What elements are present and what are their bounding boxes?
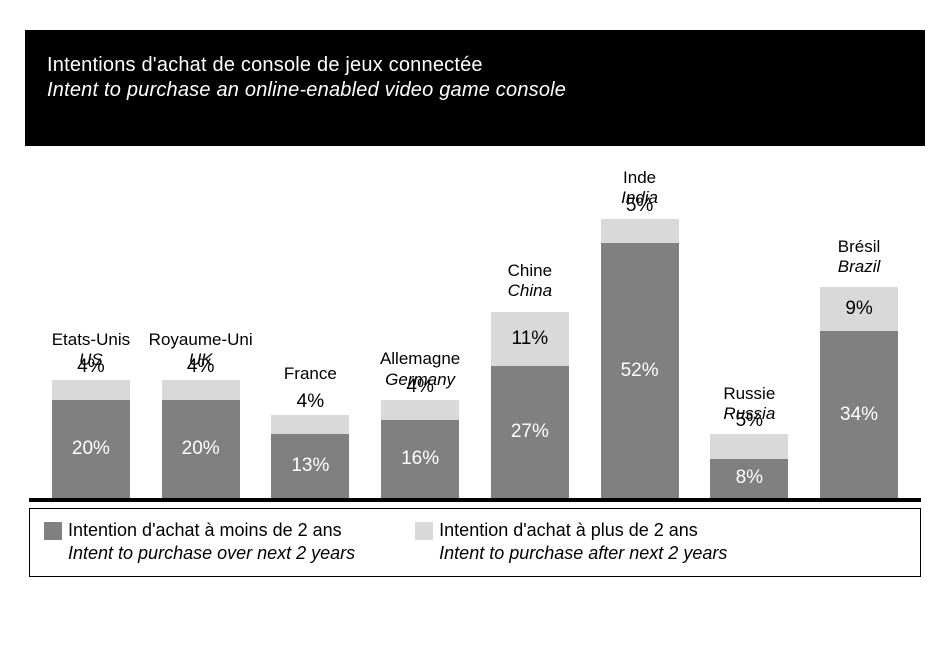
bar-value-over-2y: 4% (52, 356, 130, 380)
bar-column: Etats-UnisUS20%4% (41, 330, 141, 498)
bar-stack: 20%4% (52, 380, 130, 498)
legend-label-over-2y-fr: Intention d'achat à plus de 2 ans (439, 519, 727, 542)
category-label-en: China (508, 281, 552, 301)
bar-stack: 16%4% (381, 400, 459, 498)
bar-segment-under-2y: 52% (601, 243, 679, 498)
category-label-fr: France (284, 364, 337, 384)
category-label: BrésilBrazil (838, 237, 881, 278)
bar-segment-over-2y: 4% (52, 380, 130, 400)
bar-segment-under-2y: 20% (52, 400, 130, 498)
bar-stack: 34%9% (820, 287, 898, 498)
category-label-en: Brazil (838, 257, 881, 277)
bar-segment-under-2y: 16% (381, 420, 459, 498)
bar-column: AllemagneGermany16%4% (370, 349, 470, 498)
category-label-fr: Chine (508, 261, 552, 281)
bar-value-over-2y: 4% (271, 391, 349, 415)
bar-segment-over-2y: 4% (162, 380, 240, 400)
legend-swatch-under-2y (44, 522, 62, 540)
bar-column: France 13%4% (260, 364, 360, 498)
bar-segment-under-2y: 27% (491, 366, 569, 498)
bar-segment-over-2y: 5% (710, 434, 788, 459)
chart-title-box: Intentions d'achat de console de jeux co… (25, 30, 925, 146)
bar-value-over-2y: 4% (162, 356, 240, 380)
category-label-fr: Inde (621, 168, 658, 188)
bar-column: IndeIndia52%5% (590, 168, 690, 498)
bar-stack: 52%5% (601, 219, 679, 498)
bar-segment-over-2y: 9% (820, 287, 898, 331)
bar-segment-over-2y: 4% (381, 400, 459, 420)
purchase-intent-chart: Intentions d'achat de console de jeux co… (25, 30, 925, 577)
bar-stack: 13%4% (271, 415, 349, 498)
bar-value-over-2y: 4% (381, 376, 459, 400)
bar-stack: 27%11% (491, 312, 569, 498)
bar-segment-over-2y: 5% (601, 219, 679, 244)
bar-segment-under-2y: 13% (271, 434, 349, 498)
chart-title-en: Intent to purchase an online-enabled vid… (47, 79, 903, 102)
bar-segment-under-2y: 20% (162, 400, 240, 498)
category-label-fr: Allemagne (380, 349, 460, 369)
category-label-fr: Russie (723, 384, 775, 404)
legend-label-over-2y-en: Intent to purchase after next 2 years (439, 542, 727, 565)
bar-column: RussieRussia8%5% (699, 384, 799, 498)
bar-segment-over-2y: 11% (491, 312, 569, 366)
legend-swatch-over-2y (415, 522, 433, 540)
bar-value-over-2y: 5% (710, 410, 788, 434)
legend-item-under-2y: Intention d'achat à moins de 2 ans Inten… (44, 519, 355, 564)
legend: Intention d'achat à moins de 2 ans Inten… (29, 508, 921, 577)
category-label-fr: Etats-Unis (52, 330, 130, 350)
bar-column: ChineChina 27%11% (480, 261, 580, 498)
category-label-fr: Brésil (838, 237, 881, 257)
bar-value-over-2y: 5% (601, 195, 679, 219)
bar-segment-over-2y: 4% (271, 415, 349, 435)
plot-area: Etats-UnisUS20%4%Royaume-UniUK20%4%Franc… (29, 152, 921, 502)
category-label: ChineChina (508, 261, 552, 302)
category-label-fr: Royaume-Uni (149, 330, 253, 350)
legend-item-over-2y: Intention d'achat à plus de 2 ans Intent… (415, 519, 727, 564)
chart-title-fr: Intentions d'achat de console de jeux co… (47, 54, 903, 77)
bar-column: BrésilBrazil 34%9% (809, 237, 909, 498)
bar-stack: 20%4% (162, 380, 240, 498)
bar-segment-under-2y: 8% (710, 459, 788, 498)
bar-column: Royaume-UniUK20%4% (151, 330, 251, 498)
legend-label-under-2y-en: Intent to purchase over next 2 years (68, 542, 355, 565)
bar-segment-under-2y: 34% (820, 331, 898, 498)
legend-label-under-2y-fr: Intention d'achat à moins de 2 ans (68, 519, 355, 542)
bar-stack: 8%5% (710, 434, 788, 498)
